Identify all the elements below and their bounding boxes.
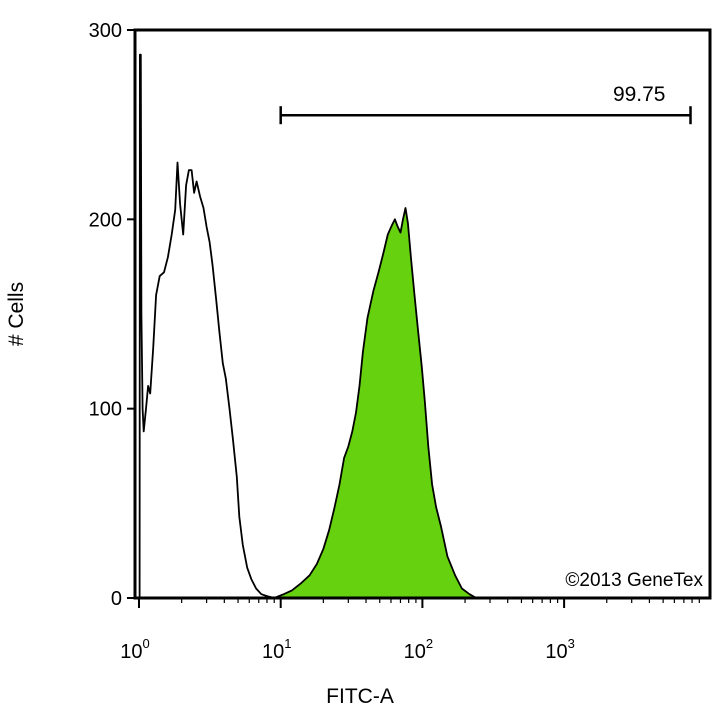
gate-marker — [279, 106, 692, 125]
y-tick-label: 200 — [89, 209, 122, 231]
x-tick-label: 103 — [545, 636, 574, 663]
x-axis-label: FITC-A — [326, 685, 394, 708]
histogram-series-filled — [273, 207, 478, 599]
gate-percentage-label: 99.75 — [613, 83, 666, 106]
x-tick-label: 102 — [404, 636, 433, 663]
x-tick-label: 101 — [262, 636, 291, 663]
plot-layer — [138, 53, 478, 599]
histogram-series-outline — [138, 53, 275, 599]
y-tick-label: 300 — [89, 20, 122, 42]
y-tick-label: 0 — [111, 588, 122, 610]
y-axis-label: # Cells — [5, 282, 28, 346]
copyright-watermark: ©2013 GeneTex — [565, 570, 703, 591]
x-tick-label: 100 — [120, 636, 149, 663]
axis-layer: 0 100 200 300 100 101 102 103 — [89, 20, 700, 663]
y-tick-label: 100 — [89, 399, 122, 421]
